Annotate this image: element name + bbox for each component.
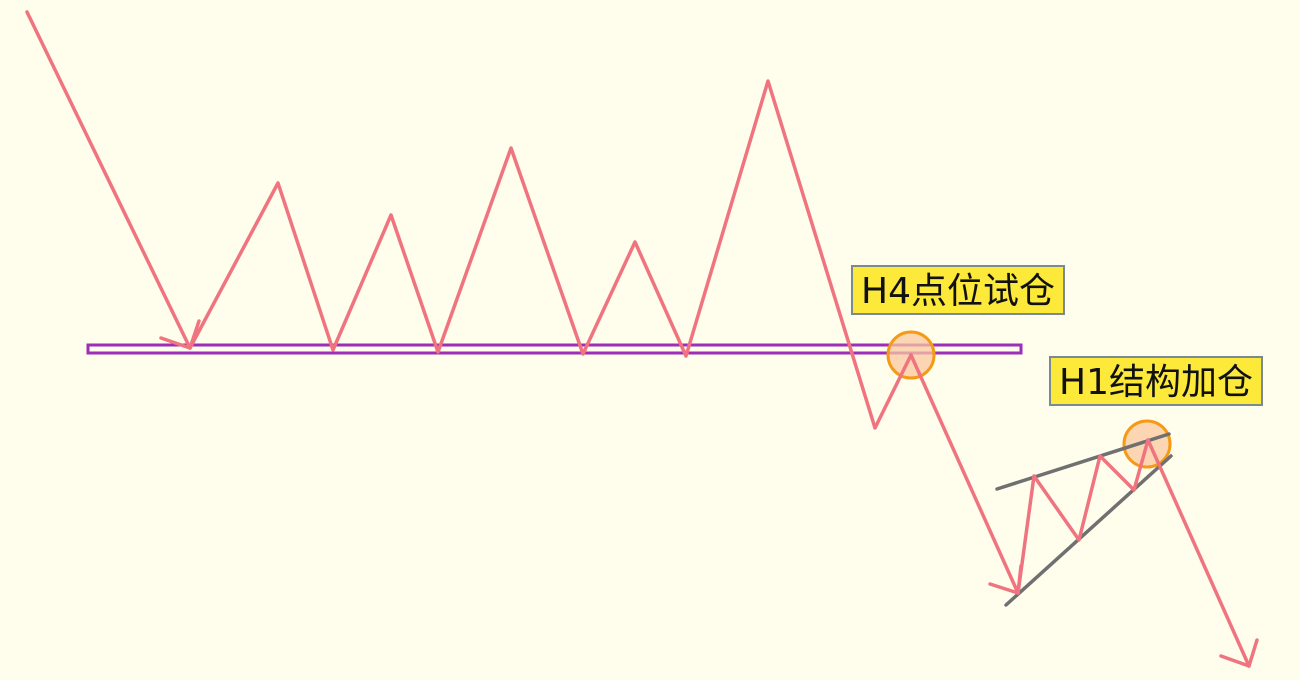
- wedge-upper-trendline: [995, 432, 1171, 491]
- arrowhead-final: [1219, 638, 1259, 668]
- price-path-initial-drop: [25, 10, 192, 350]
- price-path-final-drop: [1146, 438, 1251, 668]
- support-zone: [86, 343, 1023, 355]
- wedge-lower-trendline: [1004, 454, 1173, 607]
- price-path-range: [188, 79, 913, 430]
- price-path-breakdown: [909, 353, 1020, 595]
- h1-add-label: H1结构加仓: [1049, 356, 1263, 406]
- price-path-wedge: [1016, 438, 1150, 595]
- h4-entry-label: H4点位试仓: [851, 265, 1065, 315]
